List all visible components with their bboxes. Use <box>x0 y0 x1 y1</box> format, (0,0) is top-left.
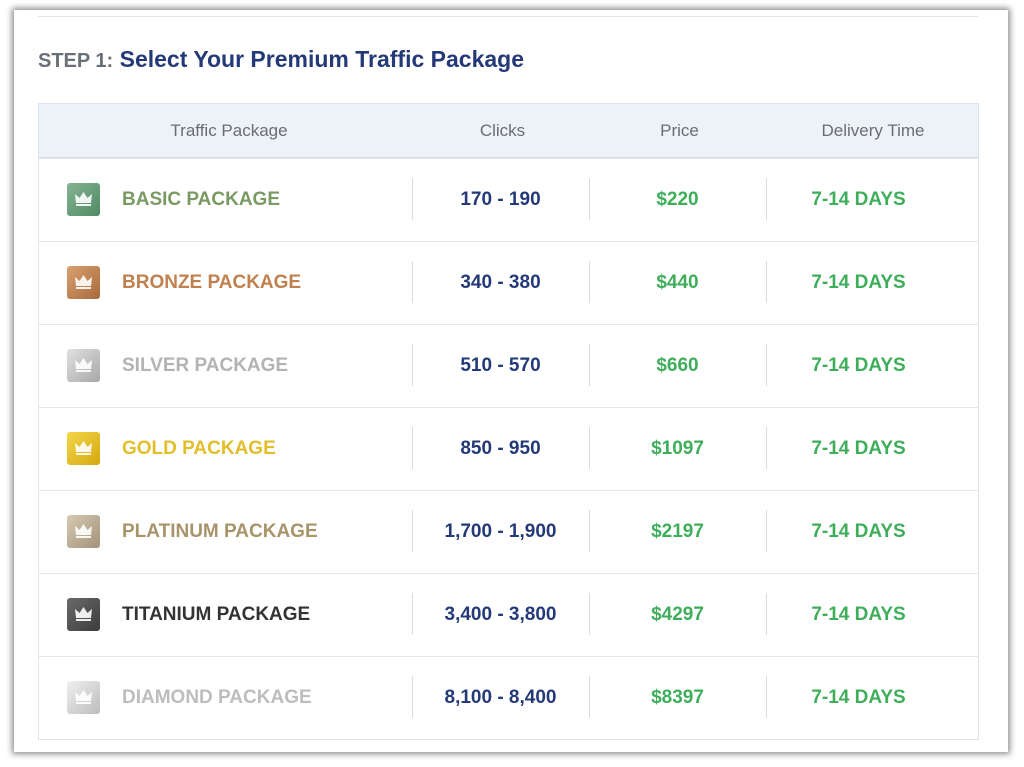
table-header: Traffic Package Clicks Price Delivery Time <box>39 104 978 158</box>
package-name: BASIC PACKAGE <box>122 189 280 210</box>
package-row[interactable]: BRONZE PACKAGE 340 - 380 $440 7-14 DAYS <box>39 241 978 324</box>
price: $220 <box>656 189 699 210</box>
column-separator <box>589 676 590 718</box>
package-icon <box>67 515 100 548</box>
clicks: 8,100 - 8,400 <box>444 687 557 708</box>
package-icon <box>67 183 100 216</box>
package-icon <box>67 349 100 382</box>
clicks: 850 - 950 <box>460 438 541 459</box>
divider <box>38 16 978 17</box>
column-separator <box>589 427 590 469</box>
column-separator <box>412 593 413 635</box>
delivery-time: 7-14 DAYS <box>811 604 906 625</box>
delivery-time: 7-14 DAYS <box>811 687 906 708</box>
package-name: DIAMOND PACKAGE <box>122 687 312 708</box>
column-separator <box>589 178 590 220</box>
package-name: GOLD PACKAGE <box>122 438 276 459</box>
column-separator <box>766 593 767 635</box>
column-separator <box>589 344 590 386</box>
column-separator <box>412 344 413 386</box>
column-separator <box>589 261 590 303</box>
clicks: 170 - 190 <box>460 189 541 210</box>
package-table: Traffic Package Clicks Price Delivery Time … <box>38 103 979 740</box>
column-separator <box>589 510 590 552</box>
package-row[interactable]: PLATINUM PACKAGE 1,700 - 1,900 $2197 7-14 D… <box>39 490 978 573</box>
delivery-time: 7-14 DAYS <box>811 189 906 210</box>
column-header: Traffic Package <box>170 121 288 140</box>
clicks: 340 - 380 <box>460 272 541 293</box>
package-name: BRONZE PACKAGE <box>122 272 302 293</box>
delivery-time: 7-14 DAYS <box>811 521 906 542</box>
column-separator <box>766 344 767 386</box>
column-separator <box>766 261 767 303</box>
column-separator <box>412 676 413 718</box>
package-icon <box>67 598 100 631</box>
column-separator <box>589 593 590 635</box>
price: $2197 <box>651 521 704 542</box>
column-separator <box>766 427 767 469</box>
clicks: 3,400 - 3,800 <box>444 604 557 625</box>
price: $4297 <box>651 604 704 625</box>
package-name: TITANIUM PACKAGE <box>122 604 311 625</box>
package-row[interactable]: BASIC PACKAGE 170 - 190 $220 7-14 DAYS <box>39 158 978 241</box>
column-separator <box>766 178 767 220</box>
clicks: 510 - 570 <box>460 355 541 376</box>
column-separator <box>766 510 767 552</box>
column-header: Clicks <box>479 121 526 140</box>
section-title: Select Your Premium Traffic Package <box>119 46 524 72</box>
column-separator <box>766 676 767 718</box>
heading: STEP 1: Select Your Premium Traffic Pack… <box>38 46 524 73</box>
package-row[interactable]: GOLD PACKAGE 850 - 950 $1097 7-14 DAYS <box>39 407 978 490</box>
price: $440 <box>656 272 699 293</box>
delivery-time: 7-14 DAYS <box>811 438 906 459</box>
column-separator <box>412 178 413 220</box>
clicks: 1,700 - 1,900 <box>444 521 557 542</box>
column-separator <box>412 427 413 469</box>
package-icon <box>67 266 100 299</box>
package-row[interactable]: TITANIUM PACKAGE 3,400 - 3,800 $4297 7-14 D… <box>39 573 978 656</box>
package-icon <box>67 681 100 714</box>
card: STEP 1: Select Your Premium Traffic Pack… <box>14 10 1008 752</box>
column-separator <box>412 510 413 552</box>
delivery-time: 7-14 DAYS <box>811 272 906 293</box>
step-label: STEP 1: <box>38 50 114 72</box>
delivery-time: 7-14 DAYS <box>811 355 906 376</box>
package-name: SILVER PACKAGE <box>122 355 289 376</box>
package-icon <box>67 432 100 465</box>
package-row[interactable]: SILVER PACKAGE 510 - 570 $660 7-14 DAYS <box>39 324 978 407</box>
price: $8397 <box>651 687 704 708</box>
column-header: Price <box>660 121 699 140</box>
price: $660 <box>656 355 699 376</box>
column-separator <box>412 261 413 303</box>
package-row[interactable]: DIAMOND PACKAGE 8,100 - 8,400 $8397 7-14 DA… <box>39 656 978 739</box>
price: $1097 <box>651 438 704 459</box>
column-header: Delivery Time <box>821 121 925 140</box>
package-name: PLATINUM PACKAGE <box>122 521 318 542</box>
